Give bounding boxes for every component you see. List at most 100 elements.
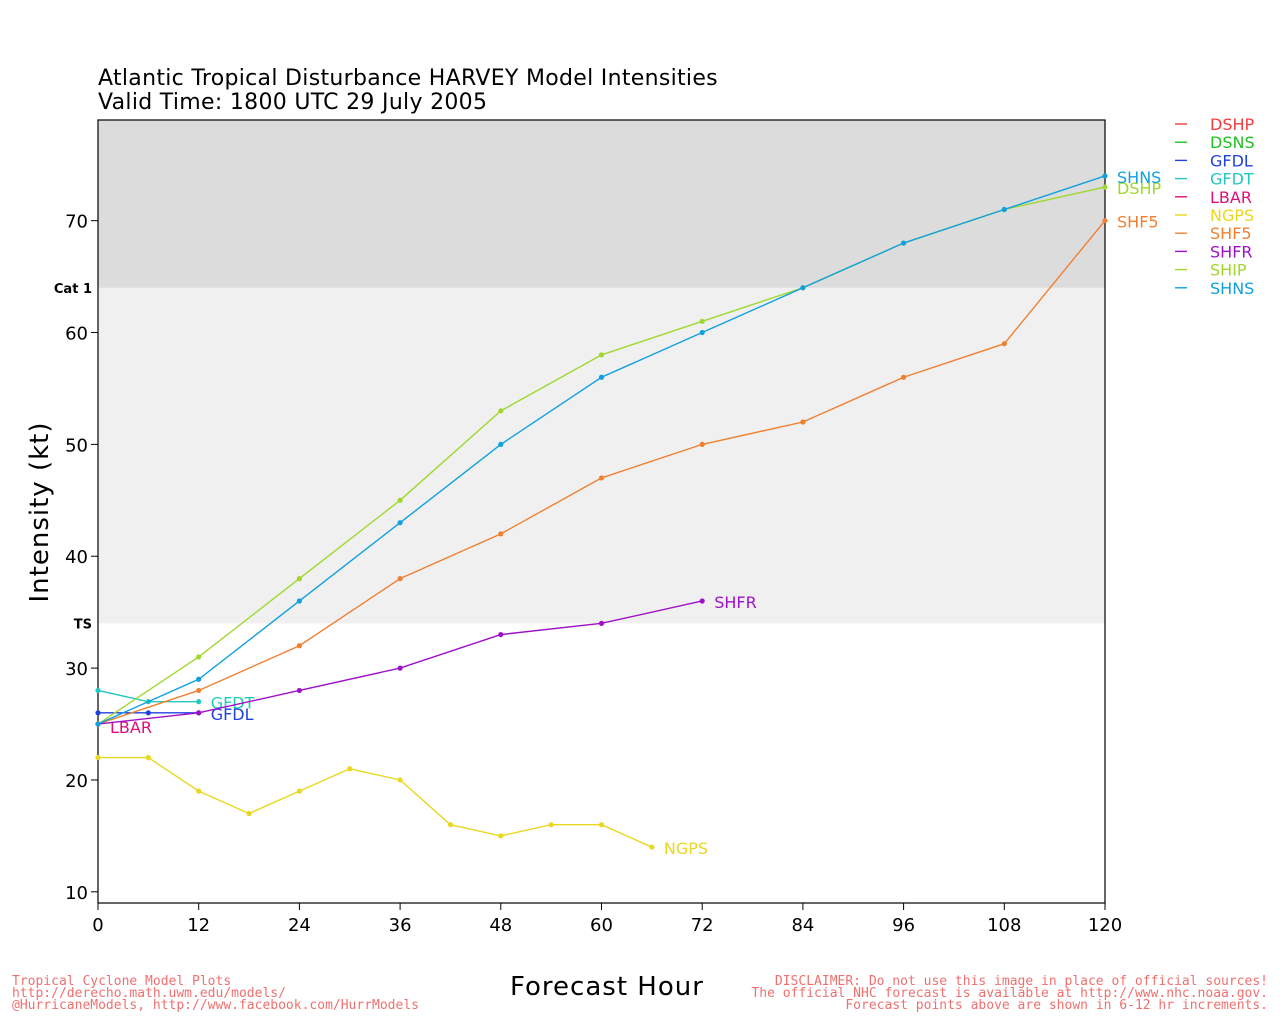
series-end-label-ship: DSHP [1117, 179, 1162, 198]
data-point-shf5 [296, 643, 302, 649]
data-point-shf5 [901, 374, 907, 380]
data-point-ngps [649, 844, 655, 850]
x-tick-label: 120 [1088, 915, 1122, 936]
data-point-shf5 [1001, 341, 1007, 347]
data-point-shf5 [196, 687, 202, 694]
y-tick-label: 50 [65, 435, 88, 456]
y-tick-label: 40 [65, 547, 88, 568]
legend-entry-ship: SHIP [1210, 261, 1247, 280]
y-tick-label: 60 [65, 324, 88, 345]
data-point-gfdl [145, 710, 151, 716]
x-tick-label: 60 [590, 915, 613, 936]
y-axis-label: Intensity (kt) [25, 421, 55, 603]
x-tick-label: 0 [92, 915, 103, 936]
x-tick-label: 12 [187, 915, 210, 936]
y-tick-label: 30 [65, 659, 88, 680]
chart-title-line1: Atlantic Tropical Disturbance HARVEY Mod… [98, 66, 718, 91]
data-point-shfr [498, 631, 504, 638]
data-point-gfdl [95, 710, 101, 716]
data-point-shns [800, 285, 806, 291]
data-point-ngps [447, 822, 454, 828]
data-point-ship [397, 497, 403, 503]
data-point-ngps [598, 822, 605, 828]
data-point-gfdt [95, 687, 101, 694]
footer-disclaimer-line: The official NHC forecast is available a… [751, 986, 1268, 1001]
data-point-ship [196, 654, 202, 660]
intensity-band [98, 120, 1105, 288]
band-label: Cat 1 [54, 282, 92, 297]
data-point-shns [598, 374, 605, 380]
footer-credits: Tropical Cyclone Model Plots http://dere… [12, 974, 419, 1013]
data-point-shns [498, 441, 504, 447]
y-tick-label: 10 [65, 883, 88, 904]
data-point-shns [296, 598, 302, 604]
data-point-ngps [498, 833, 504, 839]
y-tick-label: 70 [65, 212, 88, 233]
data-point-shns [1001, 206, 1007, 213]
data-point-shfr [699, 598, 705, 604]
data-point-ship [296, 576, 302, 582]
data-point-shf5 [800, 419, 806, 425]
x-tick-label: 96 [892, 915, 915, 936]
x-tick-label: 48 [489, 915, 512, 936]
data-point-shfr [196, 710, 202, 716]
data-point-shf5 [498, 531, 504, 537]
footer-disclaimer-line: DISCLAIMER: Do not use this image in pla… [774, 974, 1268, 989]
data-point-ngps [397, 777, 403, 783]
intensity-band [98, 287, 1105, 624]
series-end-label-shf5: SHF5 [1117, 213, 1159, 232]
data-point-ship [598, 352, 605, 358]
footer-credit-line: Tropical Cyclone Model Plots [12, 974, 232, 989]
legend-entry-shf5: SHF5 [1210, 224, 1252, 243]
series-end-label-gfdl: GFDL [211, 705, 254, 724]
data-point-shf5 [397, 576, 403, 582]
data-point-ship [498, 408, 504, 414]
data-point-shns [196, 676, 202, 682]
data-point-ngps [246, 810, 252, 817]
data-point-ngps [145, 754, 151, 761]
chart-title-line2: Valid Time: 1800 UTC 29 July 2005 [98, 90, 488, 115]
series-end-label-gfdt: GFDT [211, 694, 255, 713]
x-axis-label: Forecast Hour [510, 972, 704, 1002]
data-point-ngps [296, 788, 302, 794]
data-point-shns [1102, 173, 1108, 179]
series-end-label-shns: SHNS [1117, 168, 1161, 187]
series-line-ngps [98, 756, 653, 848]
footer-disclaimer: DISCLAIMER: Do not use this image in pla… [751, 974, 1268, 1013]
data-point-shfr [598, 620, 605, 626]
series-end-label-shfr: SHFR [714, 593, 757, 612]
data-point-shns [95, 721, 101, 727]
x-tick-label: 108 [987, 915, 1021, 936]
band-label: TS [74, 617, 92, 632]
data-point-ngps [196, 788, 202, 794]
data-point-gfdt [196, 699, 202, 705]
data-point-ship [699, 318, 705, 324]
y-tick-label: 20 [65, 771, 88, 792]
series-end-label-ngps: NGPS [664, 839, 708, 858]
legend-entry-lbar: LBAR [1210, 188, 1252, 207]
footer-credit-line: http://derecho.math.uwm.edu/models/ [12, 986, 286, 1001]
data-point-shfr [296, 687, 302, 694]
legend-entry-shns: SHNS [1210, 279, 1254, 298]
x-tick-label: 36 [389, 915, 412, 936]
footer-credit-line: @HurricaneModels, http://www.facebook.co… [12, 998, 419, 1013]
legend-entry-dshp: DSHP [1210, 115, 1255, 134]
legend-entry-gfdt: GFDT [1210, 170, 1254, 189]
data-point-ngps [548, 822, 554, 828]
footer-disclaimer-line: Forecast points above are shown in 6-12 … [845, 998, 1268, 1013]
data-point-shf5 [1102, 218, 1108, 224]
legend-entry-gfdl: GFDL [1210, 151, 1253, 170]
data-point-shf5 [598, 475, 605, 481]
x-tick-label: 72 [691, 915, 714, 936]
x-tick-label: 24 [288, 915, 311, 936]
legend-entry-shfr: SHFR [1210, 242, 1253, 261]
data-point-ngps [347, 766, 353, 772]
legend-entry-ngps: NGPS [1210, 206, 1254, 225]
series-end-label-lbar: LBAR [110, 718, 152, 737]
legend-entry-dsns: DSNS [1210, 133, 1255, 152]
data-point-shf5 [699, 441, 705, 447]
data-point-ngps [95, 754, 101, 761]
data-point-shns [397, 520, 403, 526]
x-tick-label: 84 [791, 915, 814, 936]
